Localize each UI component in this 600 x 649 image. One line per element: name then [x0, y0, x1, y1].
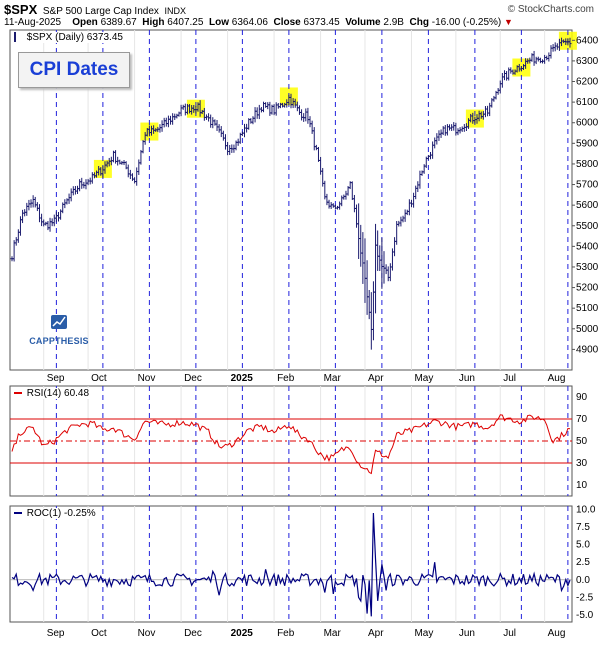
roc-line — [11, 512, 571, 617]
x-month-label: 2025 — [231, 373, 254, 384]
x-month-label: 2025 — [231, 628, 254, 639]
ohlc-readout: 11-Aug-2025 Open 6389.67 High 6407.25 Lo… — [4, 17, 513, 28]
symbol-title: $SPX S&P 500 Large Cap Index INDX — [4, 2, 186, 17]
x-month-label: Dec — [184, 628, 202, 639]
x-month-label: May — [414, 628, 433, 639]
price-tick-label: 5800 — [576, 159, 599, 170]
logo-text: CAPPTHESIS — [29, 336, 89, 346]
date: 11-Aug-2025 — [4, 17, 62, 28]
x-month-label: Aug — [548, 373, 566, 384]
high-value: 6407.25 — [167, 17, 204, 28]
roc-tick-label: -2.5 — [576, 592, 594, 603]
x-month-label: Feb — [277, 628, 295, 639]
price-tick-label: 5400 — [576, 241, 599, 252]
rsi-legend-line-icon — [14, 392, 22, 395]
price-legend-text: $SPX (Daily) 6373.45 — [26, 32, 123, 43]
price-legend: $SPX (Daily) 6373.45 — [14, 32, 123, 43]
price-tick-label: 5200 — [576, 283, 599, 294]
symbol: $SPX — [4, 2, 38, 17]
high-label: High — [142, 17, 165, 28]
roc-tick-label: 10.0 — [576, 505, 596, 516]
x-month-label: Mar — [324, 628, 342, 639]
chg-value: -16.00 (-0.25%) — [431, 17, 502, 28]
roc-tick-label: 2.5 — [576, 557, 590, 568]
x-month-label: Jul — [503, 373, 516, 384]
cpi-callout: CPI Dates — [18, 52, 130, 88]
price-tick-label: 6200 — [576, 77, 599, 88]
volume-label: Volume — [345, 17, 381, 28]
price-tick-label: 6000 — [576, 118, 599, 129]
x-month-label: Jun — [459, 373, 475, 384]
rsi-tick-label: 90 — [576, 392, 588, 403]
down-arrow-icon: ▼ — [504, 17, 513, 27]
roc-panel-frame — [9, 505, 573, 623]
x-month-label: Jul — [503, 628, 516, 639]
price-tick-label: 4900 — [576, 344, 599, 355]
x-month-label: Sep — [47, 373, 65, 384]
x-month-label: Oct — [91, 628, 107, 639]
price-tick-label: 6100 — [576, 97, 599, 108]
price-tick-label: 5100 — [576, 303, 599, 314]
x-month-label: Nov — [138, 628, 156, 639]
x-month-label: Dec — [184, 373, 202, 384]
rsi-line — [11, 414, 571, 475]
legend-bar-icon — [14, 32, 22, 43]
roc-legend-text: ROC(1) -0.25% — [26, 508, 96, 519]
low-value: 6364.06 — [231, 17, 268, 28]
roc-tick-label: 0.0 — [576, 575, 590, 586]
x-month-label: Oct — [91, 373, 107, 384]
x-month-label: Sep — [47, 628, 65, 639]
price-tick-label: 5900 — [576, 138, 599, 149]
roc-legend: ROC(1) -0.25% — [14, 508, 96, 519]
roc-tick-label: -5.0 — [576, 610, 594, 621]
price-tick-label: 5500 — [576, 221, 599, 232]
logo: CAPPTHESIS — [24, 314, 94, 349]
open-label: Open — [72, 17, 98, 28]
x-month-label: Apr — [368, 628, 384, 639]
cpi-callout-text: CPI Dates — [29, 59, 119, 80]
rsi-legend-text: RSI(14) 60.48 — [26, 388, 90, 399]
close-value: 6373.45 — [303, 17, 340, 28]
rsi-tick-label: 50 — [576, 436, 588, 447]
x-month-label: Jun — [459, 628, 475, 639]
x-month-label: Aug — [548, 628, 566, 639]
x-month-label: Mar — [324, 373, 342, 384]
close-label: Close — [273, 17, 301, 28]
price-tick-label: 5700 — [576, 180, 599, 191]
open-value: 6389.67 — [100, 17, 137, 28]
price-tick-label: 5600 — [576, 200, 599, 211]
exchange: INDX — [164, 6, 187, 16]
rsi-tick-label: 30 — [576, 458, 588, 469]
chg-label: Chg — [409, 17, 429, 28]
x-month-label: May — [414, 373, 433, 384]
watermark: © StockCharts.com — [507, 4, 594, 15]
rsi-legend: RSI(14) 60.48 — [14, 388, 90, 399]
price-tick-label: 6400 — [576, 35, 599, 46]
volume-value: 2.9B — [383, 17, 404, 28]
rsi-tick-label: 10 — [576, 480, 588, 491]
price-tick-label: 5000 — [576, 324, 599, 335]
x-month-label: Feb — [277, 373, 295, 384]
low-label: Low — [209, 17, 229, 28]
price-panel-frame — [9, 29, 573, 371]
symbol-name: S&P 500 Large Cap Index — [42, 6, 159, 17]
roc-legend-line-icon — [14, 512, 22, 515]
logo-mark-icon — [51, 315, 67, 329]
rsi-tick-label: 70 — [576, 414, 588, 425]
x-month-label: Nov — [138, 373, 156, 384]
x-month-label: Apr — [368, 373, 384, 384]
price-tick-label: 6300 — [576, 56, 599, 67]
roc-tick-label: 5.0 — [576, 540, 590, 551]
price-tick-label: 5300 — [576, 262, 599, 273]
roc-tick-label: 7.5 — [576, 522, 590, 533]
